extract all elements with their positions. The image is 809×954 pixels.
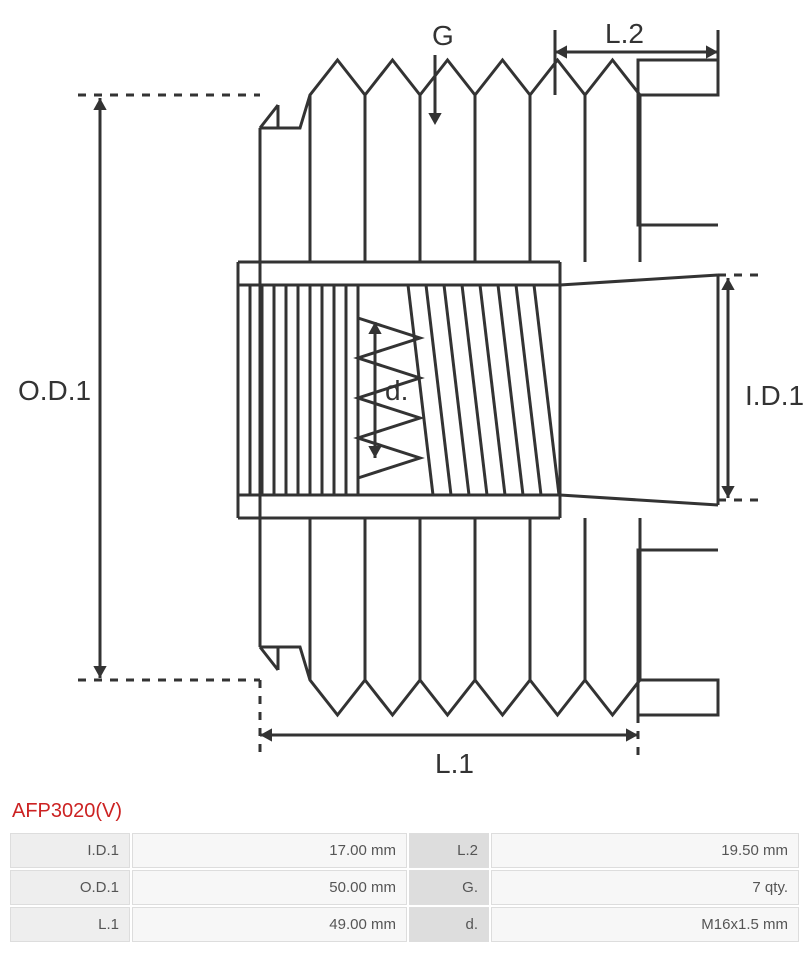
table-row: O.D.1 50.00 mm G. 7 qty. [10, 870, 799, 905]
spec-key: G. [409, 870, 489, 905]
part-number: AFP3020(V) [0, 790, 809, 831]
spec-key: L.2 [409, 833, 489, 868]
spec-value: M16x1.5 mm [491, 907, 799, 942]
spec-value: 19.50 mm [491, 833, 799, 868]
label-g: G [432, 20, 454, 52]
label-l1: L.1 [435, 748, 474, 780]
label-d: d. [385, 375, 408, 407]
spec-key: O.D.1 [10, 870, 130, 905]
spec-value: 49.00 mm [132, 907, 407, 942]
label-id1: I.D.1 [745, 380, 804, 412]
table-row: L.1 49.00 mm d. M16x1.5 mm [10, 907, 799, 942]
table-row: I.D.1 17.00 mm L.2 19.50 mm [10, 833, 799, 868]
spec-key: L.1 [10, 907, 130, 942]
spec-table: I.D.1 17.00 mm L.2 19.50 mm O.D.1 50.00 … [8, 831, 801, 944]
spec-value: 17.00 mm [132, 833, 407, 868]
spec-key: I.D.1 [10, 833, 130, 868]
spec-key: d. [409, 907, 489, 942]
technical-drawing: O.D.1 I.D.1 L.1 L.2 G d. [0, 0, 809, 790]
spec-value: 50.00 mm [132, 870, 407, 905]
label-od1: O.D.1 [18, 375, 91, 407]
label-l2: L.2 [605, 18, 644, 50]
spec-value: 7 qty. [491, 870, 799, 905]
